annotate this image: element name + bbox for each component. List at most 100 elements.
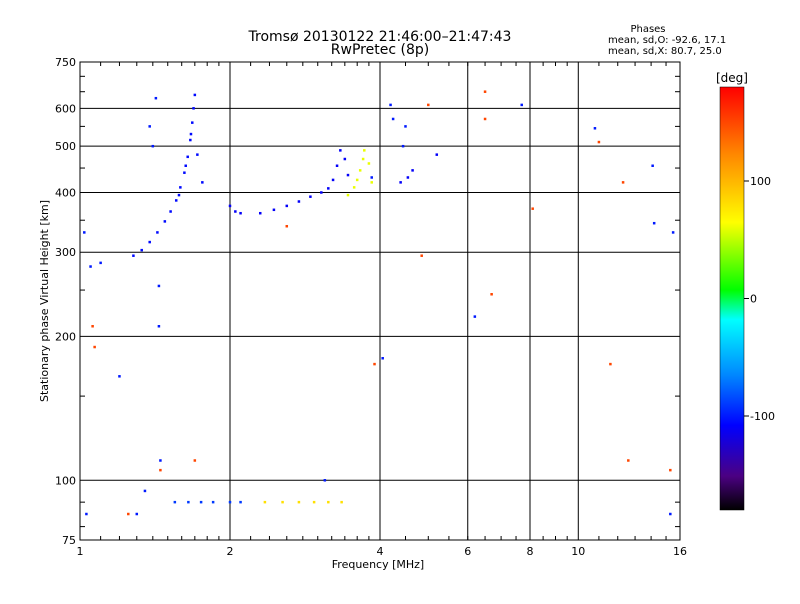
y-tick-label: 100 [55, 474, 76, 487]
data-point [285, 204, 289, 208]
data-point [263, 500, 267, 504]
data-point [435, 153, 439, 156]
colorbar-tick-label: -100 [750, 410, 775, 423]
data-point [174, 199, 178, 202]
chart-title: Tromsø 20130122 21:46:00–21:47:43 [248, 29, 512, 45]
x-tick-label: 8 [527, 545, 534, 558]
data-point [157, 284, 161, 288]
data-point [404, 125, 407, 128]
data-point [320, 191, 323, 194]
data-point [671, 231, 675, 234]
data-point [627, 459, 630, 462]
data-point [346, 173, 350, 177]
data-point [148, 125, 151, 128]
data-point [143, 489, 147, 493]
data-point [132, 254, 135, 257]
y-tick-label: 200 [55, 330, 76, 343]
data-point [189, 138, 192, 142]
plot-frame [79, 61, 681, 541]
data-point [196, 153, 199, 156]
data-point [621, 181, 625, 184]
x-tick-label: 2 [227, 545, 234, 558]
data-point [652, 221, 656, 225]
data-point [201, 181, 204, 184]
data-points [83, 90, 675, 516]
data-point [312, 500, 316, 504]
data-point [192, 107, 195, 110]
data-point [352, 186, 356, 189]
data-point [370, 176, 373, 179]
data-point [327, 187, 330, 190]
data-point [159, 459, 162, 462]
data-point [177, 193, 181, 197]
data-point [154, 96, 158, 100]
data-point [669, 512, 672, 516]
data-point [323, 479, 327, 482]
data-point [211, 500, 215, 504]
data-point [159, 468, 162, 472]
data-point [297, 500, 301, 504]
data-point [361, 157, 365, 161]
data-point [89, 265, 92, 268]
data-point [234, 210, 237, 213]
y-tick-label: 500 [55, 140, 76, 153]
data-point [520, 103, 523, 107]
data-point [183, 171, 186, 174]
y-tick-label: 750 [55, 56, 76, 69]
data-point [163, 220, 167, 223]
data-point [189, 132, 193, 136]
data-point [91, 325, 94, 328]
data-point [381, 357, 384, 360]
data-point [370, 181, 373, 184]
data-point [127, 512, 130, 516]
data-point [343, 157, 347, 161]
data-point [99, 261, 102, 265]
colorbar-ticks: 100 0 -100 [744, 175, 775, 423]
data-point [151, 144, 155, 148]
data-point [191, 121, 194, 124]
legend-line-x: mean, sd,X: 80.7, 25.0 [608, 46, 722, 57]
data-point [199, 500, 203, 504]
chart-subtitle: RwPretec (8p) [331, 42, 429, 58]
data-point [358, 169, 362, 172]
data-point [157, 325, 161, 328]
data-point [427, 103, 430, 107]
data-point [669, 468, 672, 472]
y-tick-label: 600 [55, 102, 76, 115]
data-point [331, 178, 335, 182]
data-point [186, 155, 189, 159]
data-point [228, 500, 232, 504]
data-point [179, 186, 182, 189]
data-point [83, 231, 86, 234]
data-point [593, 127, 597, 130]
data-point [156, 231, 159, 234]
data-point [327, 500, 330, 504]
x-tick-label: 4 [377, 545, 384, 558]
y-tick-label: 400 [55, 186, 76, 199]
data-point [531, 207, 534, 210]
data-point [401, 144, 405, 148]
data-point [490, 293, 493, 296]
data-point [355, 178, 359, 182]
data-point [367, 162, 371, 165]
data-point [193, 93, 197, 97]
data-point [339, 149, 342, 152]
data-point [483, 117, 487, 121]
data-point [391, 117, 395, 121]
y-axis-label: Stationary phase Virtual Height [km] [38, 200, 51, 402]
colorbar-tick-label: 100 [750, 175, 771, 188]
data-point [335, 164, 339, 167]
data-point [651, 164, 654, 167]
data-point [399, 181, 402, 184]
legend-title: Phases [630, 24, 665, 35]
data-point [363, 149, 366, 152]
colorbar-tick-label: 0 [750, 293, 757, 306]
data-point [473, 315, 477, 318]
x-tick-label: 6 [464, 545, 471, 558]
data-point [140, 248, 143, 252]
y-tick-label: 300 [55, 246, 76, 259]
x-tick-label: 10 [571, 545, 585, 558]
data-point [340, 500, 343, 504]
colorbar-label: [deg] [716, 71, 748, 85]
y-tick-label: 75 [62, 534, 76, 547]
